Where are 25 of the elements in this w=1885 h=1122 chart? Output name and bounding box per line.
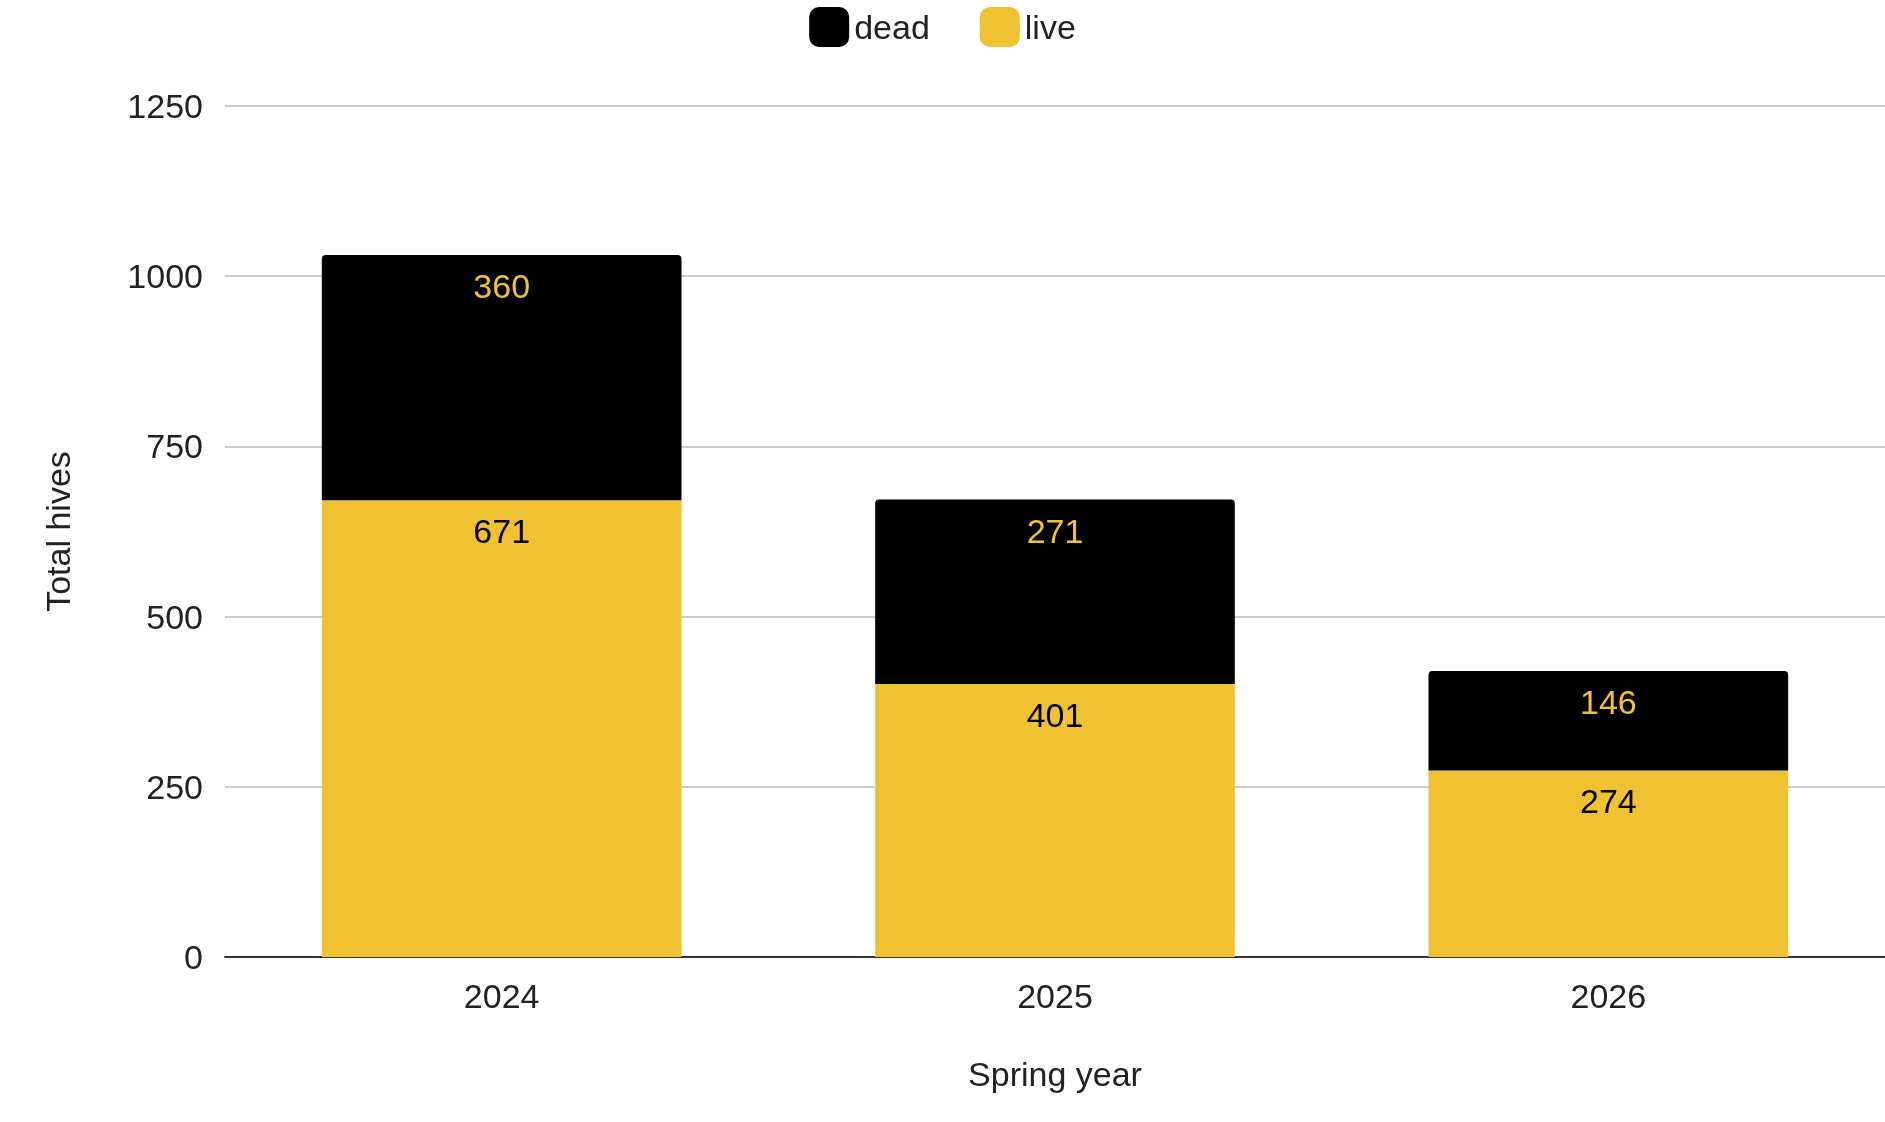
bar <box>875 499 1235 684</box>
bar <box>1428 770 1789 957</box>
bar <box>1428 671 1789 771</box>
x-tick-label: 2025 <box>1017 977 1093 1015</box>
data-label: 401 <box>1026 696 1084 734</box>
data-label: 146 <box>1579 683 1637 722</box>
y-tick-label: 500 <box>146 597 203 636</box>
y-tick-label: 1250 <box>127 87 203 125</box>
bar <box>875 684 1235 957</box>
legend-label: live <box>1024 8 1076 46</box>
data-label: 360 <box>473 267 531 306</box>
bar <box>321 255 682 501</box>
x-tick-label: 2026 <box>1570 977 1647 1015</box>
y-tick-label: 250 <box>146 767 203 806</box>
data-label: 671 <box>473 512 531 551</box>
data-label: 274 <box>1579 782 1637 821</box>
data-label: 271 <box>1026 511 1084 550</box>
legend-label: dead <box>854 8 930 46</box>
y-tick-label: 1000 <box>127 257 203 296</box>
y-tick-label: 750 <box>146 427 203 466</box>
y-tick-label: 0 <box>184 938 203 976</box>
y-axis-title: Total hives <box>39 451 77 612</box>
x-axis-title: Spring year <box>968 1055 1142 1093</box>
x-tick-label: 2024 <box>463 977 540 1015</box>
bar <box>321 500 682 957</box>
